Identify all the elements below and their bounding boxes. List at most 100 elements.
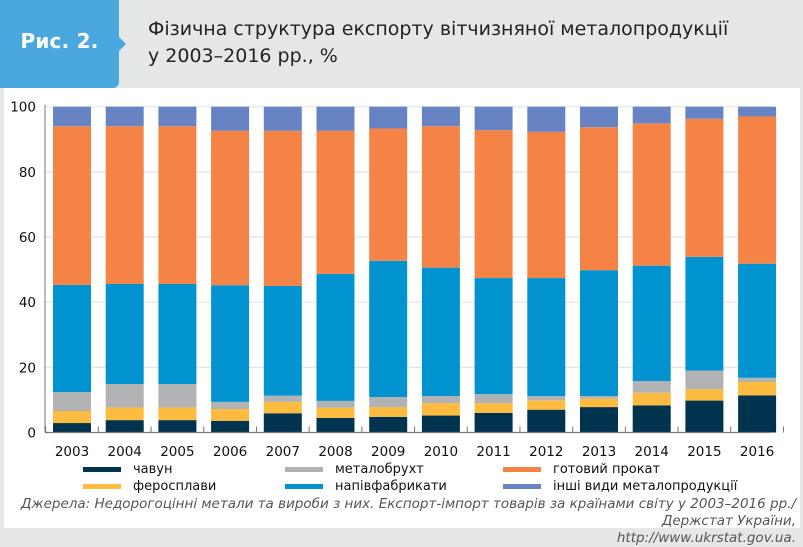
y-tick-label: 80 (19, 165, 36, 181)
bar-segment (421, 106, 460, 127)
y-tick-label: 20 (19, 360, 36, 376)
chart-title-line1: Фізична структура експорту вітчизняної м… (148, 18, 729, 40)
bar-segment (105, 407, 144, 421)
legend-swatch (503, 483, 541, 489)
bar-stack-2011 (474, 106, 513, 433)
bar-segment (738, 106, 777, 117)
x-tick-label: 2012 (529, 444, 563, 460)
bar-segment (527, 400, 566, 410)
legend-swatch (83, 483, 121, 489)
bar-segment (685, 118, 724, 257)
bar-segment (685, 106, 724, 119)
bar-segment (158, 283, 197, 384)
bar-segment (53, 126, 91, 285)
bar-stack-2008 (316, 106, 355, 433)
figure-label-tab: Рис. 2. (0, 0, 126, 88)
bar-segment (369, 106, 408, 129)
bar-segment (105, 126, 144, 284)
legend-item: феросплави (83, 478, 216, 494)
bar-stack-2009 (369, 106, 408, 433)
bar-segment (53, 392, 91, 411)
x-tick-label: 2004 (108, 444, 142, 460)
x-tick-label: 2014 (635, 444, 669, 460)
bar-stack-2006 (211, 106, 250, 433)
chart-title-line2: у 2003–2016 рр., % (148, 45, 338, 67)
legend-label: напівфабрикати (335, 478, 447, 494)
legend-label: феросплави (133, 478, 217, 494)
bar-segment (474, 278, 513, 395)
x-tick-label: 2013 (582, 444, 616, 460)
bar-segment (632, 392, 671, 406)
bar-segment (738, 116, 777, 264)
bar-segment (527, 106, 566, 132)
bar-segment (527, 278, 566, 397)
y-tick-label: 40 (19, 295, 36, 311)
bars (53, 106, 777, 433)
bar-stack-2004 (105, 106, 144, 433)
x-tick-label: 2003 (55, 444, 89, 460)
bar-segment (632, 405, 671, 433)
bar-stack-2012 (527, 106, 566, 433)
bar-segment (421, 403, 460, 416)
bar-stack-2015 (685, 106, 724, 433)
bar-segment (105, 106, 144, 127)
bar-segment (738, 263, 777, 378)
bar-segment (580, 127, 618, 271)
bar-segment (580, 396, 618, 399)
bar-stack-2005 (158, 106, 197, 433)
bar-segment (316, 400, 355, 408)
bar-segment (105, 420, 144, 433)
bar-segment (580, 270, 618, 397)
bar-segment (527, 131, 566, 279)
bar-segment (474, 106, 513, 131)
bar-segment (211, 130, 250, 286)
bar-stack-2003 (53, 106, 91, 433)
legend-item: готовий прокат (503, 461, 660, 477)
bar-segment (421, 415, 460, 433)
bar-segment (685, 256, 724, 371)
bar-segment (580, 407, 618, 433)
figure-label: Рис. 2. (20, 29, 99, 53)
bar-segment (158, 126, 197, 284)
bar-segment (369, 407, 408, 417)
x-tick-label: 2005 (160, 444, 194, 460)
bar-segment (53, 410, 91, 424)
chart-title: Фізична структура експорту вітчизняної м… (148, 16, 728, 70)
legend-swatch (285, 483, 323, 489)
legend-swatch (285, 466, 323, 472)
y-tick-label: 0 (27, 426, 36, 442)
bar-segment (474, 394, 513, 404)
legend-swatch (83, 466, 121, 472)
bar-segment (527, 409, 566, 433)
bar-segment (369, 128, 408, 261)
axes (44, 104, 784, 434)
bar-segment (105, 383, 144, 408)
bar-segment (211, 420, 250, 433)
bar-segment (316, 106, 355, 131)
bar-segment (369, 416, 408, 433)
x-tick-label: 2006 (213, 444, 247, 460)
bar-segment (738, 377, 777, 383)
bar-segment (316, 417, 355, 433)
source-line1: Джерела: Недорогоцінні метали та вироби … (20, 496, 796, 529)
x-tick-label: 2011 (476, 444, 510, 460)
bar-segment (632, 381, 671, 393)
x-tick-label: 2009 (371, 444, 405, 460)
legend-item: інші види металопродукції (503, 478, 737, 494)
bar-segment (474, 403, 513, 413)
legend-swatch (503, 466, 541, 472)
bar-segment (263, 285, 302, 396)
bar-segment (685, 389, 724, 401)
bar-segment (263, 395, 302, 402)
legend-item: металобрухт (285, 461, 424, 477)
x-tick-label: 2016 (740, 444, 774, 460)
bar-stack-2013 (580, 106, 618, 433)
bar-segment (580, 398, 618, 408)
bar-segment (263, 130, 302, 286)
x-tick-label: 2015 (687, 444, 721, 460)
legend-label: інші види металопродукції (553, 478, 738, 494)
bar-segment (211, 409, 250, 421)
figure-header: Рис. 2. Фізична структура експорту вітчи… (0, 0, 803, 88)
bar-segment (158, 106, 197, 127)
bar-segment (158, 383, 197, 408)
